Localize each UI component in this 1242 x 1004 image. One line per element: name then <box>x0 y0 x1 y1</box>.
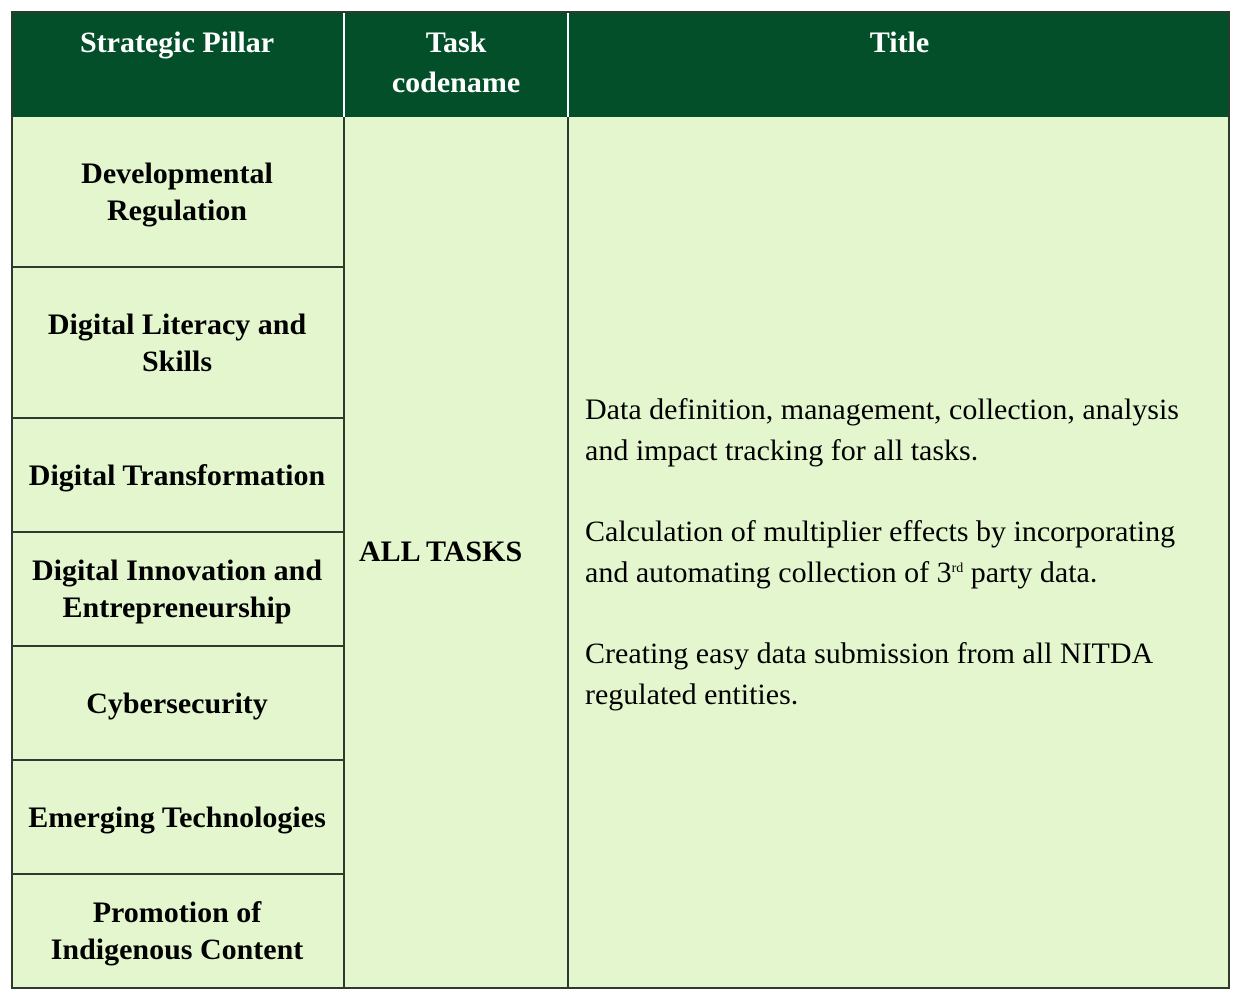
pillar-label: Digital Transformation <box>28 458 326 492</box>
title-text: Data definition, management, collection,… <box>585 389 1220 715</box>
pillar-cell: Digital Transformation <box>11 419 345 533</box>
header-title: Title <box>569 11 1230 117</box>
ordinal-suffix: rd <box>951 561 964 576</box>
pillar-cell: Promotion of Indigenous Content <box>11 875 345 989</box>
pillar-label: Emerging Technologies <box>28 800 326 834</box>
pillar-cell: Digital Innovation and Entrepreneurship <box>11 533 345 647</box>
header-label: Title <box>869 26 930 59</box>
header-label: Task codename <box>391 26 521 99</box>
header-label: Strategic Pillar <box>79 26 275 59</box>
title-paragraph-text: party data. <box>963 556 1098 589</box>
pillar-cell: Cybersecurity <box>11 647 345 761</box>
title-paragraph: Creating easy data submission from all N… <box>585 637 1152 711</box>
pillar-label: Digital Innovation and Entrepreneurship <box>31 554 323 624</box>
task-codename-cell: ALL TASKS <box>345 117 569 989</box>
title-paragraph: Calculation of multiplier effects by inc… <box>585 511 1220 593</box>
header-task-codename: Task codename <box>345 11 569 117</box>
title-paragraph-text: Calculation of multiplier effects by inc… <box>585 515 1176 589</box>
pillar-label: Promotion of Indigenous Content <box>50 896 304 966</box>
data-table: Strategic Pillar Task codename Title Dev… <box>11 11 1230 989</box>
pillar-label: Cybersecurity <box>86 686 268 720</box>
pillar-cell: Digital Literacy and Skills <box>11 268 345 419</box>
title-paragraph: Data definition, management, collection,… <box>585 393 1179 467</box>
pillar-label: Digital Literacy and Skills <box>47 307 307 378</box>
task-codename: ALL TASKS <box>359 535 523 568</box>
title-cell: Data definition, management, collection,… <box>569 117 1230 989</box>
pillar-cell: Emerging Technologies <box>11 761 345 875</box>
pillar-cell: Developmental Regulation <box>11 117 345 268</box>
pillar-label: Developmental Regulation <box>81 156 273 227</box>
header-strategic-pillar: Strategic Pillar <box>11 11 345 117</box>
